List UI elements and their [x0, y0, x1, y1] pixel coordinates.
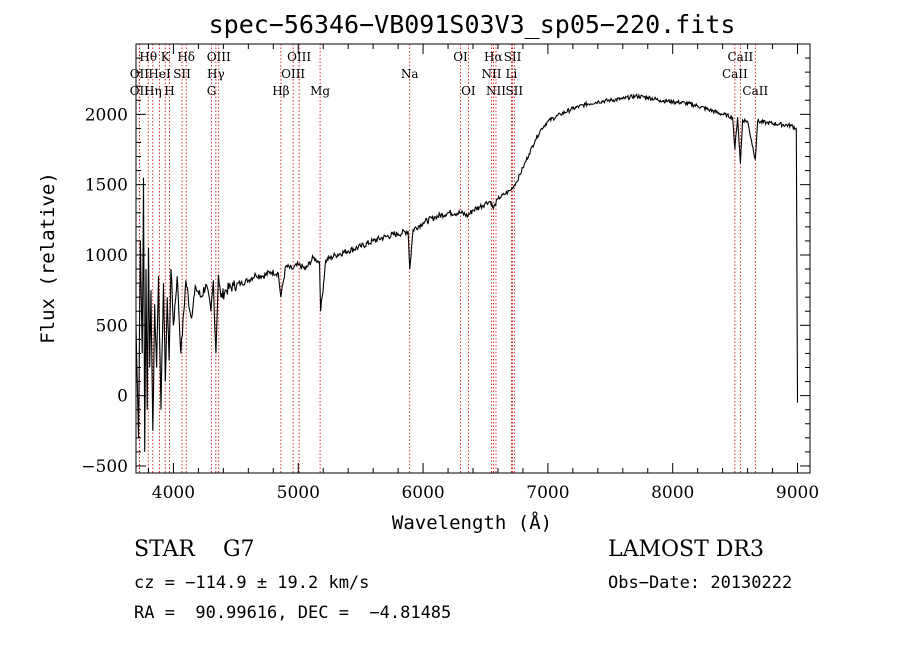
y-tick-label: 0 [117, 387, 128, 407]
x-tick-label: 4000 [152, 483, 195, 503]
y-tick-label: 1000 [85, 246, 128, 266]
emission-line-markers [138, 44, 756, 473]
coordinates: RA = 90.99616, DEC = −4.81485 [134, 603, 452, 623]
chart-title: spec−56346−VB091S03V3_sp05−220.fits [209, 10, 736, 39]
spectrum-line [135, 93, 799, 452]
emission-line-label: K [161, 50, 171, 64]
emission-line-label: OIII [207, 50, 231, 64]
emission-line-labels: Hθ OII OII K HeI Hη Hδ SII H OIII Hγ G OIII OIII Hβ Mg N… [130, 50, 769, 98]
x-tick-label: 6000 [401, 483, 444, 503]
emission-line-label: Hθ [139, 50, 157, 64]
emission-line-label: OII [130, 67, 150, 81]
redshift-velocity: cz = −114.9 ± 19.2 km/s [134, 573, 370, 593]
plot-frame [135, 43, 811, 474]
object-class: STAR G7 [134, 537, 255, 562]
emission-line-label: HeI [148, 67, 171, 81]
emission-line-label: Hδ [177, 50, 195, 64]
emission-line-label: SII [505, 84, 523, 98]
emission-line-label: Hβ [272, 84, 289, 98]
emission-line-label: CaII [722, 67, 748, 81]
emission-line-label: OI [461, 84, 476, 98]
emission-line-label: SII [173, 67, 191, 81]
emission-line-label: G [207, 84, 217, 98]
survey-name: LAMOST DR3 [608, 537, 764, 562]
emission-line-label: OIII [287, 50, 311, 64]
spectral-subclass: G7 [222, 537, 255, 562]
emission-line-label: OI [453, 50, 468, 64]
emission-line-label: OII [130, 84, 150, 98]
y-axis-label: Flux (relative) [37, 172, 59, 344]
emission-line-label: CaII [727, 50, 753, 64]
emission-line-label: Hη [144, 84, 162, 98]
axis-ticks: 4000 5000 6000 7000 8000 9000 −500 0 500 1000 1500… [81, 43, 819, 503]
emission-line-label: OIII [281, 67, 305, 81]
x-tick-label: 8000 [651, 483, 694, 503]
y-tick-label: 1500 [85, 176, 128, 196]
emission-line-label: Mg [310, 84, 330, 98]
emission-line-label: NII [486, 84, 506, 98]
emission-line-label: Hα [484, 50, 503, 64]
x-axis-label: Wavelength (Å) [392, 511, 552, 534]
y-tick-label: −500 [81, 457, 128, 477]
x-tick-label: 9000 [776, 483, 819, 503]
emission-line-label: H [164, 84, 174, 98]
observation-date: Obs−Date: 20130222 [608, 573, 793, 593]
object-type: STAR [134, 537, 195, 562]
emission-line-label: SII [504, 50, 522, 64]
emission-line-label: CaII [742, 84, 768, 98]
x-tick-label: 7000 [526, 483, 569, 503]
emission-line-label: Na [401, 67, 419, 81]
x-tick-label: 5000 [277, 483, 320, 503]
y-tick-label: 500 [96, 316, 128, 336]
emission-line-label: NII [481, 67, 501, 81]
emission-line-label: Hγ [207, 67, 225, 81]
emission-line-label: Li [506, 67, 518, 81]
y-tick-label: 2000 [85, 105, 128, 125]
